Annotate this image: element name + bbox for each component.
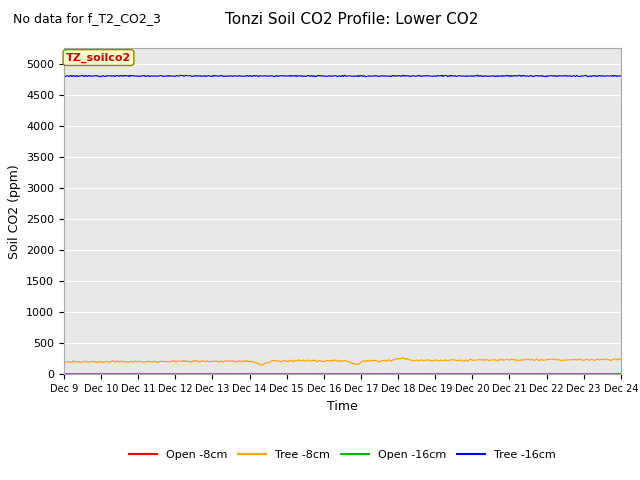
Y-axis label: Soil CO2 (ppm): Soil CO2 (ppm): [8, 164, 20, 259]
X-axis label: Time: Time: [327, 400, 358, 413]
Legend: Open -8cm, Tree -8cm, Open -16cm, Tree -16cm: Open -8cm, Tree -8cm, Open -16cm, Tree -…: [125, 445, 560, 464]
Text: No data for f_T2_CO2_3: No data for f_T2_CO2_3: [13, 12, 161, 25]
Text: Tonzi Soil CO2 Profile: Lower CO2: Tonzi Soil CO2 Profile: Lower CO2: [225, 12, 479, 27]
Text: TZ_soilco2: TZ_soilco2: [66, 52, 131, 63]
